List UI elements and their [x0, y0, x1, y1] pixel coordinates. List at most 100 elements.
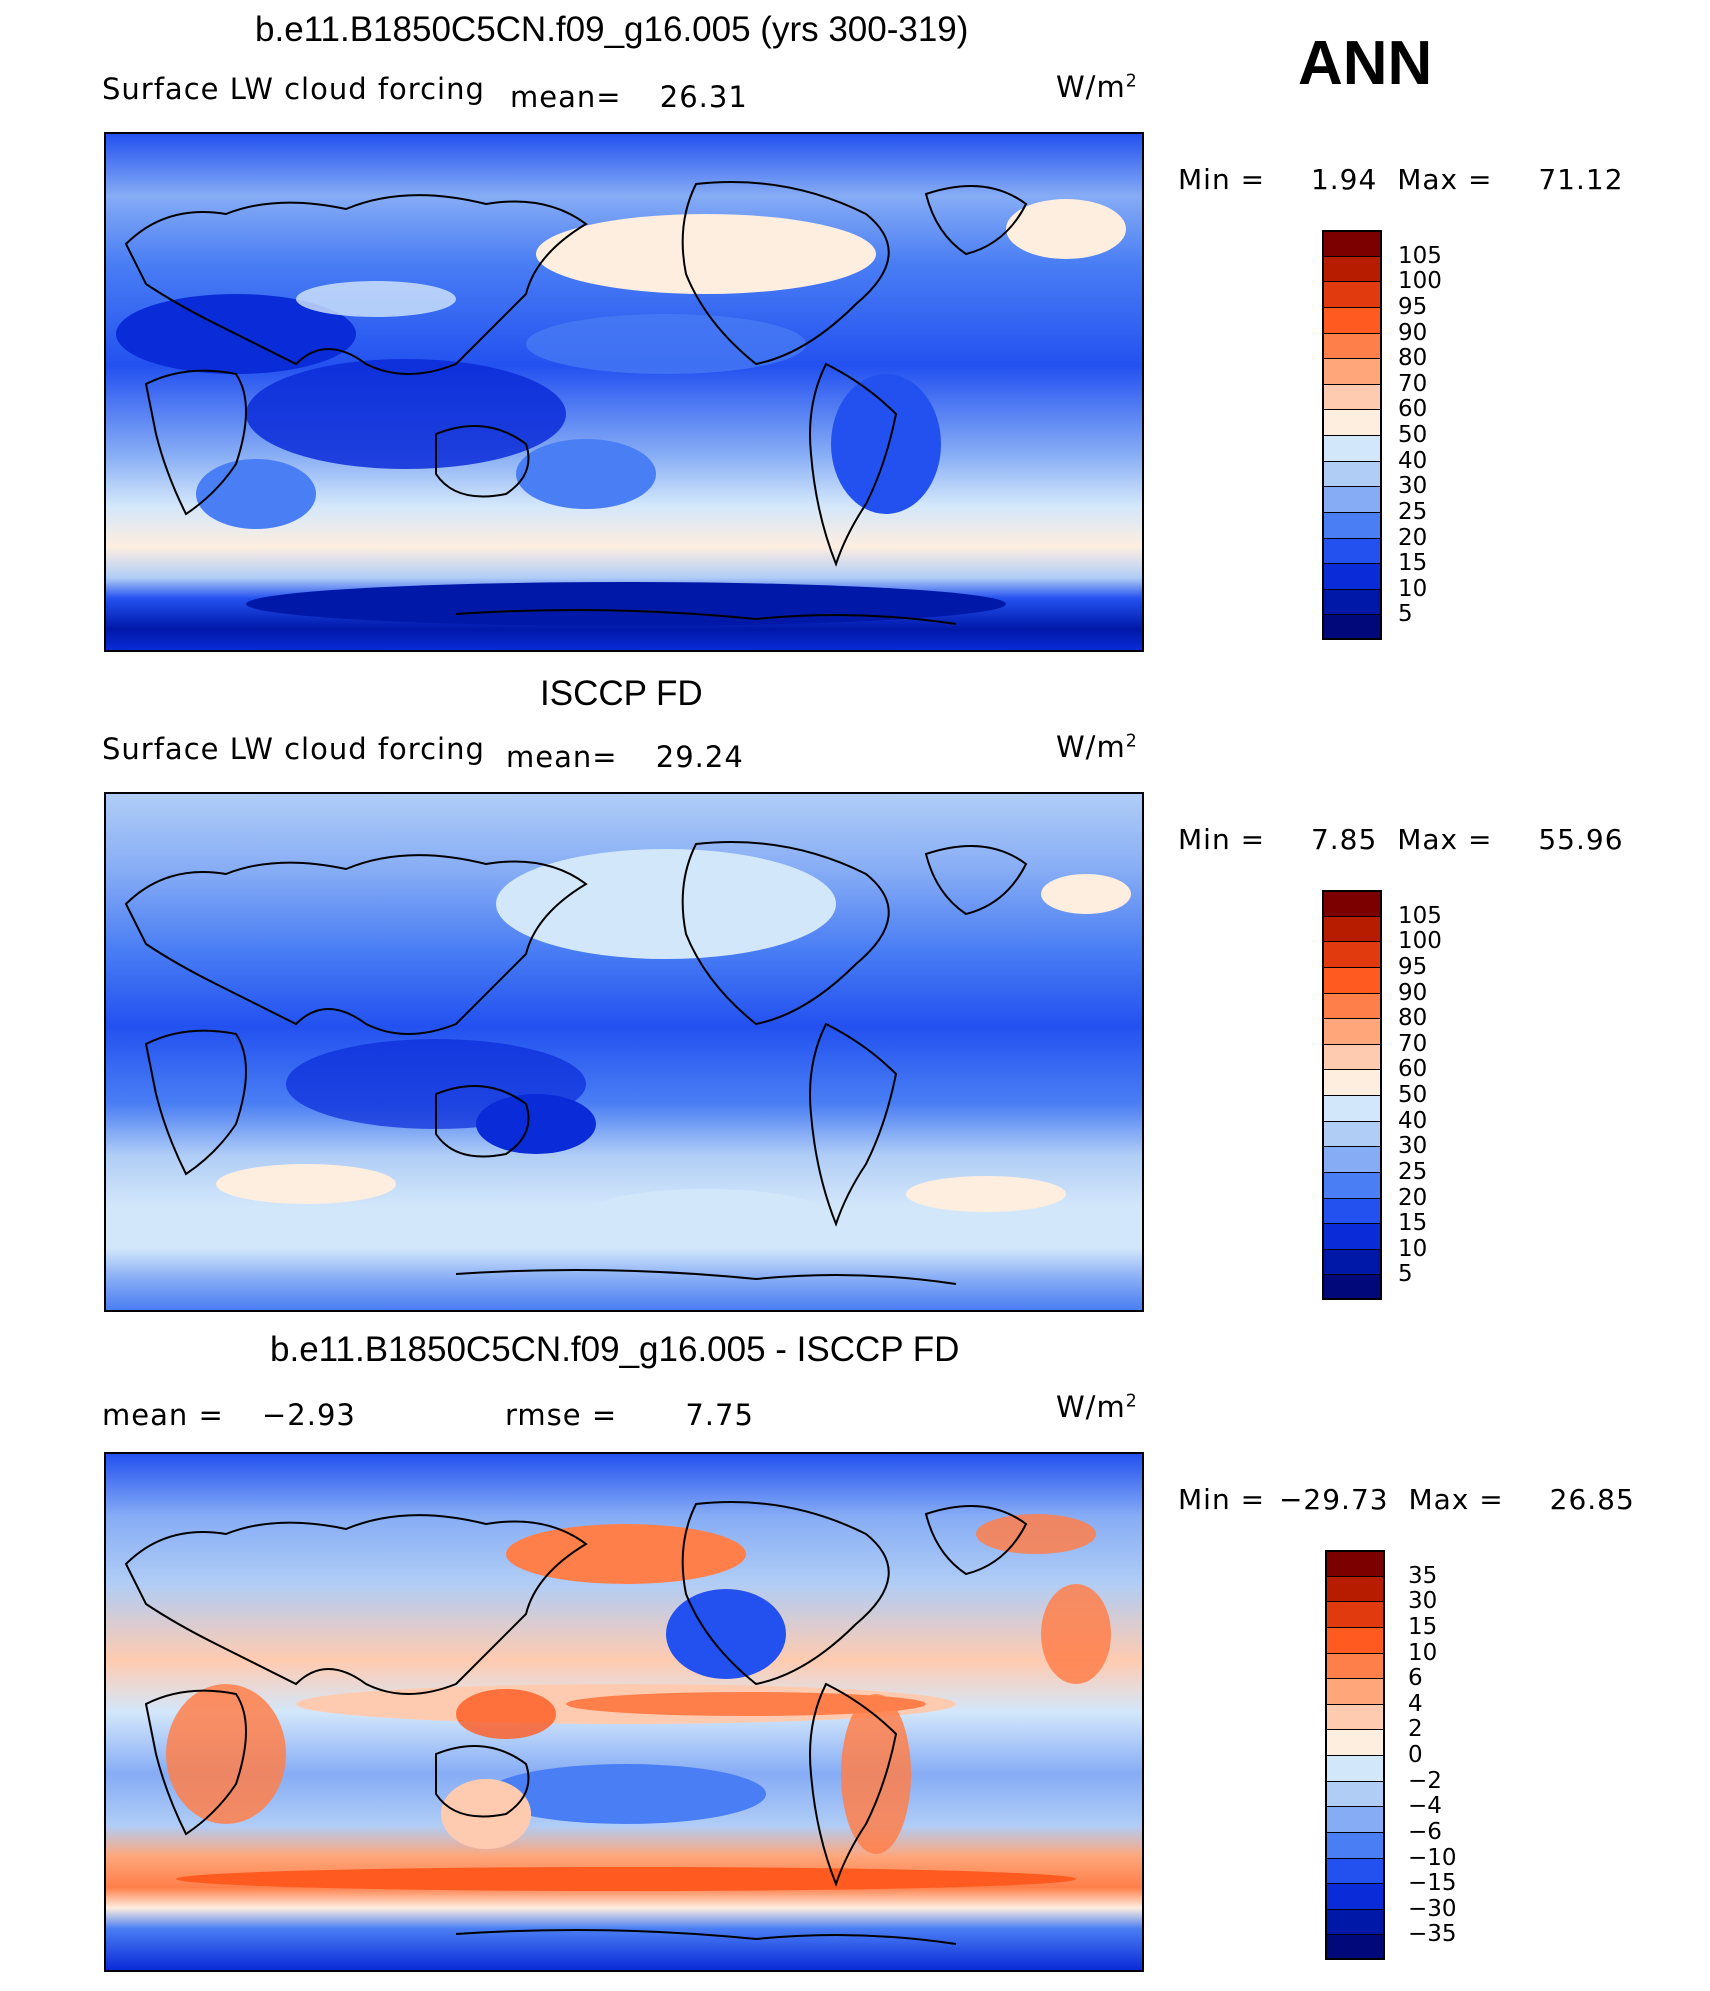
colorbar-segment	[1322, 992, 1382, 1019]
panel3-mean-value: −2.93	[261, 1398, 356, 1432]
panel1-min-value: 1.94	[1310, 163, 1378, 196]
panel3-rmse: rmse = 7.75	[505, 1398, 754, 1432]
colorbar-segment	[1322, 1120, 1382, 1147]
colorbar-tick-label: 80	[1398, 345, 1428, 372]
panel3-units: W/m2	[1056, 1390, 1138, 1424]
colorbar-tick-label: −4	[1408, 1793, 1442, 1820]
colorbar-segment	[1322, 941, 1382, 967]
colorbar-segment	[1322, 230, 1382, 256]
colorbar-tick-label: 15	[1398, 1210, 1428, 1237]
colorbar-segment	[1325, 1806, 1385, 1832]
colorbar-segment	[1322, 1274, 1382, 1300]
colorbar-segment	[1322, 890, 1382, 916]
colorbar-tick-label: 20	[1398, 1184, 1428, 1211]
colorbar-tick-label: 100	[1398, 268, 1442, 295]
colorbar-segment	[1325, 1908, 1385, 1935]
colorbar-tick-label: −6	[1408, 1818, 1442, 1845]
colorbar-tick-label: −15	[1408, 1870, 1457, 1897]
colorbar-segment	[1322, 460, 1382, 487]
panel3-title: b.e11.B1850C5CN.f09_g16.005 - ISCCP FD	[270, 1330, 960, 1369]
panel2-max-label: Max =	[1397, 823, 1493, 856]
panel3-min-value: −29.73	[1278, 1483, 1389, 1516]
panel3-colorbar-labels: 35 30 15 10 6 4 2 0 −2 −4 −6 −10 −15 −30 −35	[1408, 1550, 1488, 1960]
panel1-colorbar	[1322, 230, 1382, 640]
colorbar-tick-label: 95	[1398, 953, 1428, 980]
colorbar-tick-label: 70	[1398, 370, 1428, 397]
panel2-colorbar-labels: 105 100 95 90 80 70 60 50 40 30 25 20 15 10 5	[1398, 890, 1478, 1300]
colorbar-tick-label: 0	[1408, 1742, 1423, 1768]
colorbar-tick-label: 100	[1398, 928, 1442, 955]
colorbar-segment	[1325, 1857, 1385, 1884]
panel2-min-label: Min =	[1178, 823, 1266, 856]
colorbar-segment	[1322, 332, 1382, 359]
panel3-map	[104, 1452, 1144, 1972]
colorbar-segment	[1322, 915, 1382, 942]
colorbar-tick-label: 50	[1398, 1082, 1428, 1108]
colorbar-segment	[1322, 1095, 1382, 1121]
colorbar-tick-label: 95	[1398, 293, 1428, 320]
colorbar-tick-label: 6	[1408, 1665, 1423, 1692]
colorbar-segment	[1322, 281, 1382, 307]
colorbar-segment	[1325, 1883, 1385, 1909]
colorbar-tick-label: 20	[1398, 524, 1428, 551]
colorbar-segment	[1322, 435, 1382, 461]
colorbar-tick-label: 10	[1398, 575, 1428, 602]
panel1-title: b.e11.B1850C5CN.f09_g16.005 (yrs 300-319…	[255, 10, 969, 49]
colorbar-tick-label: 4	[1408, 1690, 1423, 1717]
colorbar-segment	[1322, 409, 1382, 435]
colorbar-tick-label: −30	[1408, 1895, 1457, 1922]
panel2-variable: Surface LW cloud forcing	[102, 732, 485, 766]
panel2-map	[104, 792, 1144, 1312]
colorbar-tick-label: 30	[1398, 1133, 1428, 1160]
colorbar-tick-label: 30	[1408, 1588, 1438, 1615]
colorbar-segment	[1322, 1171, 1382, 1198]
colorbar-segment	[1325, 1550, 1385, 1576]
panel2-mean-label: mean=	[506, 740, 618, 774]
panel2-mean: mean= 29.24	[506, 740, 744, 774]
panel2-title: ISCCP FD	[540, 674, 703, 713]
panel2-map-canvas	[106, 794, 1142, 1310]
colorbar-segment	[1325, 1755, 1385, 1781]
panel2-mean-value: 29.24	[655, 740, 744, 774]
colorbar-tick-label: 2	[1408, 1716, 1423, 1743]
colorbar-segment	[1322, 614, 1382, 640]
panel1-max-value: 71.12	[1538, 163, 1624, 196]
colorbar-tick-label: 40	[1398, 447, 1428, 474]
colorbar-segment	[1322, 966, 1382, 993]
panel1-mean-label: mean=	[510, 80, 622, 114]
colorbar-segment	[1322, 1146, 1382, 1172]
colorbar-segment	[1322, 1043, 1382, 1070]
colorbar-tick-label: −35	[1408, 1921, 1457, 1948]
colorbar-segment	[1322, 255, 1382, 282]
colorbar-tick-label: 70	[1398, 1030, 1428, 1057]
panel2-units: W/m2	[1056, 730, 1138, 764]
panel2-colorbar	[1322, 890, 1382, 1300]
colorbar-segment	[1322, 383, 1382, 410]
colorbar-tick-label: 25	[1398, 1158, 1428, 1185]
panel3-map-canvas	[106, 1454, 1142, 1970]
panel2-minmax: Min = 7.85 Max = 55.96	[1178, 823, 1624, 856]
colorbar-tick-label: 50	[1398, 422, 1428, 448]
colorbar-segment	[1322, 358, 1382, 384]
panel1-variable: Surface LW cloud forcing	[102, 72, 485, 106]
panel3-mean-label: mean =	[102, 1398, 224, 1432]
colorbar-segment	[1325, 1678, 1385, 1704]
panel1-map-canvas	[106, 134, 1142, 650]
colorbar-tick-label: 105	[1398, 242, 1442, 269]
colorbar-tick-label: 105	[1398, 902, 1442, 929]
panel3-rmse-value: 7.75	[685, 1398, 754, 1432]
colorbar-segment	[1322, 486, 1382, 512]
panel2-min-value: 7.85	[1310, 823, 1378, 856]
panel1-min-label: Min =	[1178, 163, 1266, 196]
colorbar-segment	[1322, 588, 1382, 615]
colorbar-segment	[1322, 1069, 1382, 1095]
colorbar-tick-label: −10	[1408, 1844, 1457, 1871]
colorbar-tick-label: 10	[1398, 1235, 1428, 1262]
colorbar-tick-label: 80	[1398, 1005, 1428, 1032]
colorbar-tick-label: −2	[1408, 1767, 1442, 1794]
colorbar-tick-label: 35	[1408, 1562, 1438, 1589]
panel1-minmax: Min = 1.94 Max = 71.12	[1178, 163, 1624, 196]
colorbar-segment	[1325, 1601, 1385, 1627]
colorbar-tick-label: 90	[1398, 319, 1428, 346]
panel1-colorbar-labels: 105 100 95 90 80 70 60 50 40 30 25 20 15 10 5	[1398, 230, 1478, 640]
